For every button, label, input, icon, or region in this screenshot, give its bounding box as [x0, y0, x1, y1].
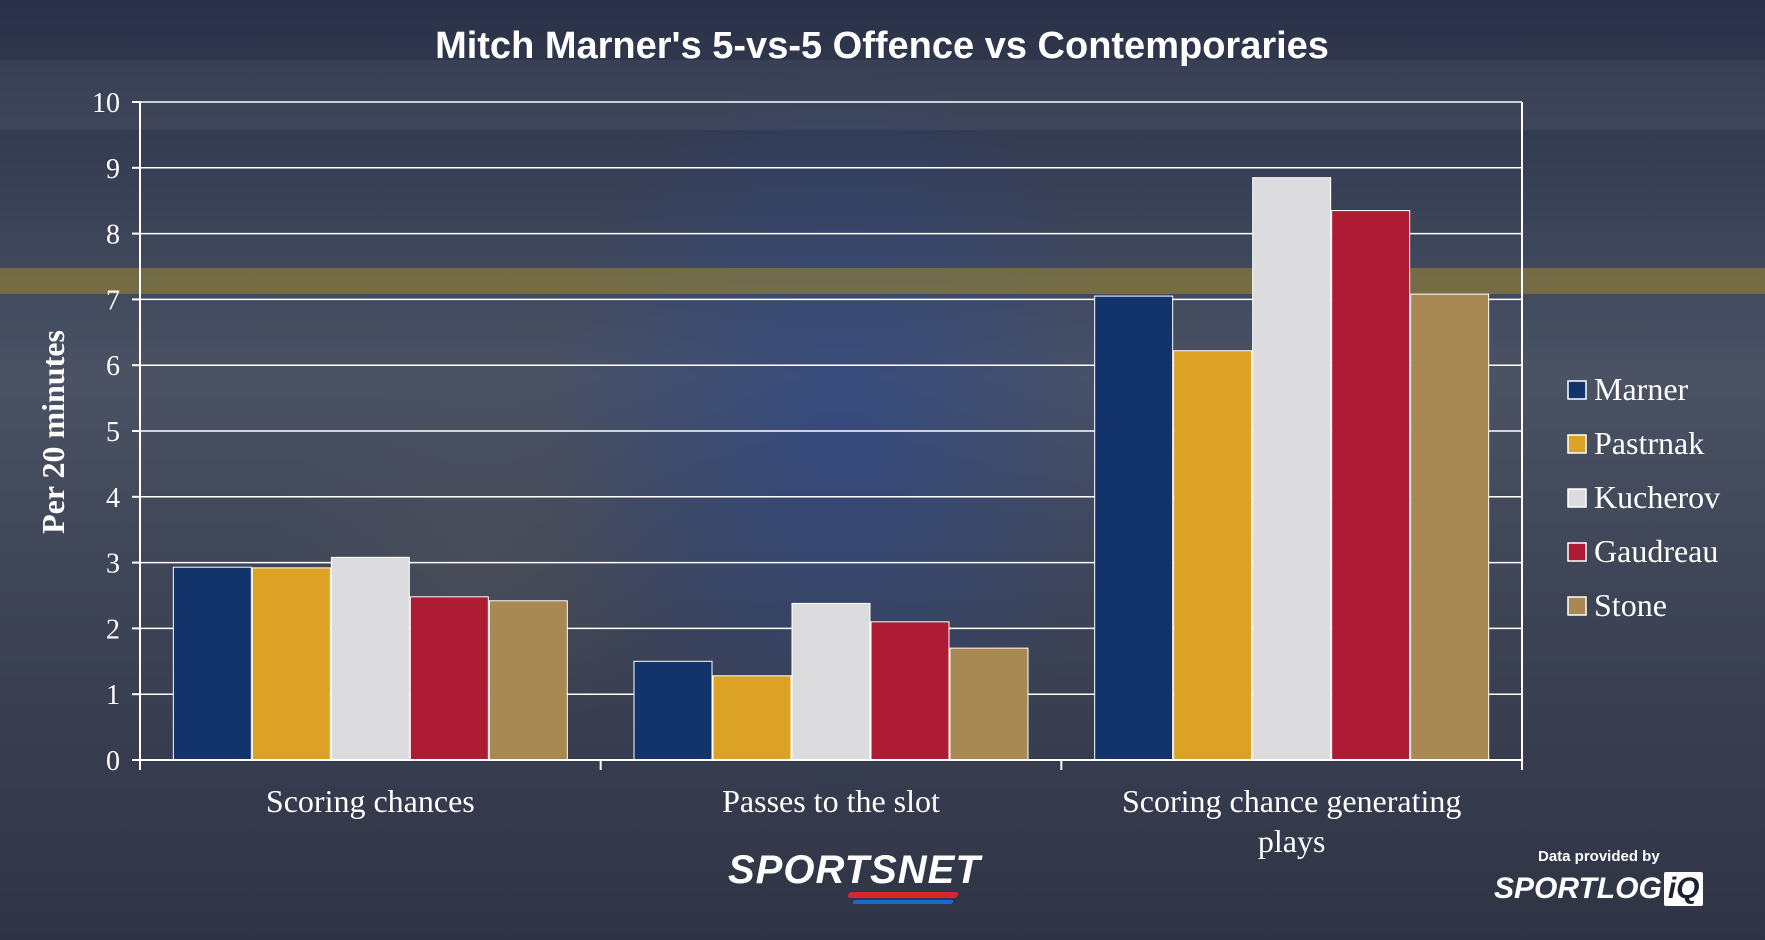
sportsnet-swoosh-red [846, 892, 960, 898]
sportlogiq-wordmark: SPORTLOG [1494, 872, 1662, 905]
bar-stone [949, 647, 1029, 761]
y-tick-label: 1 [106, 680, 120, 711]
legend-label-kucherov: Kucherov [1594, 479, 1720, 515]
sportlogiq-iq-badge: iQ [1663, 872, 1704, 906]
y-tick-label: 10 [92, 88, 120, 119]
legend: Marner Pastrnak Kucherov Gaudreau Stone [1567, 371, 1720, 623]
sportlogiq-logo: SPORTLOG iQ [1494, 872, 1704, 906]
bar-stone [488, 600, 568, 761]
y-tick-label: 3 [106, 549, 120, 580]
y-tick-label: 5 [106, 417, 120, 448]
legend-swatch-kucherov [1567, 488, 1587, 508]
x-category-label: plays [1258, 823, 1326, 859]
bar-marner [172, 566, 252, 761]
bar-gaudreau [409, 596, 489, 761]
bar-kucherov [1252, 177, 1332, 761]
axes: 0 1 2 3 4 5 6 7 8 9 10 Scoring chances Passes to the… [92, 88, 1523, 859]
sportsnet-wordmark: SPORTSNET [728, 848, 981, 892]
bar-kucherov [791, 602, 871, 761]
bar-gaudreau [870, 621, 950, 761]
bar-marner [633, 660, 713, 761]
bar-pastrnak [251, 567, 331, 761]
x-category-label: Scoring chance generating [1122, 783, 1461, 819]
sportsnet-swoosh-blue [852, 900, 954, 904]
legend-label-stone: Stone [1594, 587, 1667, 623]
x-category-label: Passes to the slot [722, 783, 940, 819]
y-tick-label: 0 [106, 746, 120, 777]
bar-stone [1410, 293, 1490, 761]
legend-swatch-marner [1567, 380, 1587, 400]
legend-swatch-stone [1567, 596, 1587, 616]
bars [172, 177, 1490, 761]
y-tick-label: 6 [106, 351, 120, 382]
legend-label-marner: Marner [1594, 371, 1689, 407]
legend-label-gaudreau: Gaudreau [1594, 533, 1718, 569]
legend-label-pastrnak: Pastrnak [1594, 425, 1704, 461]
background-rink-stripe [0, 268, 1765, 294]
sportsnet-logo: SPORTSNET [728, 848, 981, 904]
legend-swatch-gaudreau [1567, 542, 1587, 562]
data-provided-by-text: Data provided by [1538, 848, 1660, 865]
y-tick-label: 9 [106, 154, 120, 185]
bar-pastrnak [1173, 350, 1253, 761]
y-tick-label: 2 [106, 614, 120, 645]
bar-gaudreau [1331, 210, 1411, 761]
bar-marner [1094, 295, 1174, 761]
x-category-label: Scoring chances [266, 783, 475, 819]
chart-title: Mitch Marner's 5-vs-5 Offence vs Contemp… [435, 25, 1329, 67]
y-tick-label: 4 [106, 483, 120, 514]
bar-kucherov [330, 556, 410, 761]
legend-swatch-pastrnak [1567, 434, 1587, 454]
y-tick-label: 7 [106, 285, 120, 316]
background-boards [0, 60, 1765, 130]
y-tick-label: 8 [106, 220, 120, 251]
bar-pastrnak [712, 675, 792, 761]
y-axis-label: Per 20 minutes [35, 330, 71, 534]
